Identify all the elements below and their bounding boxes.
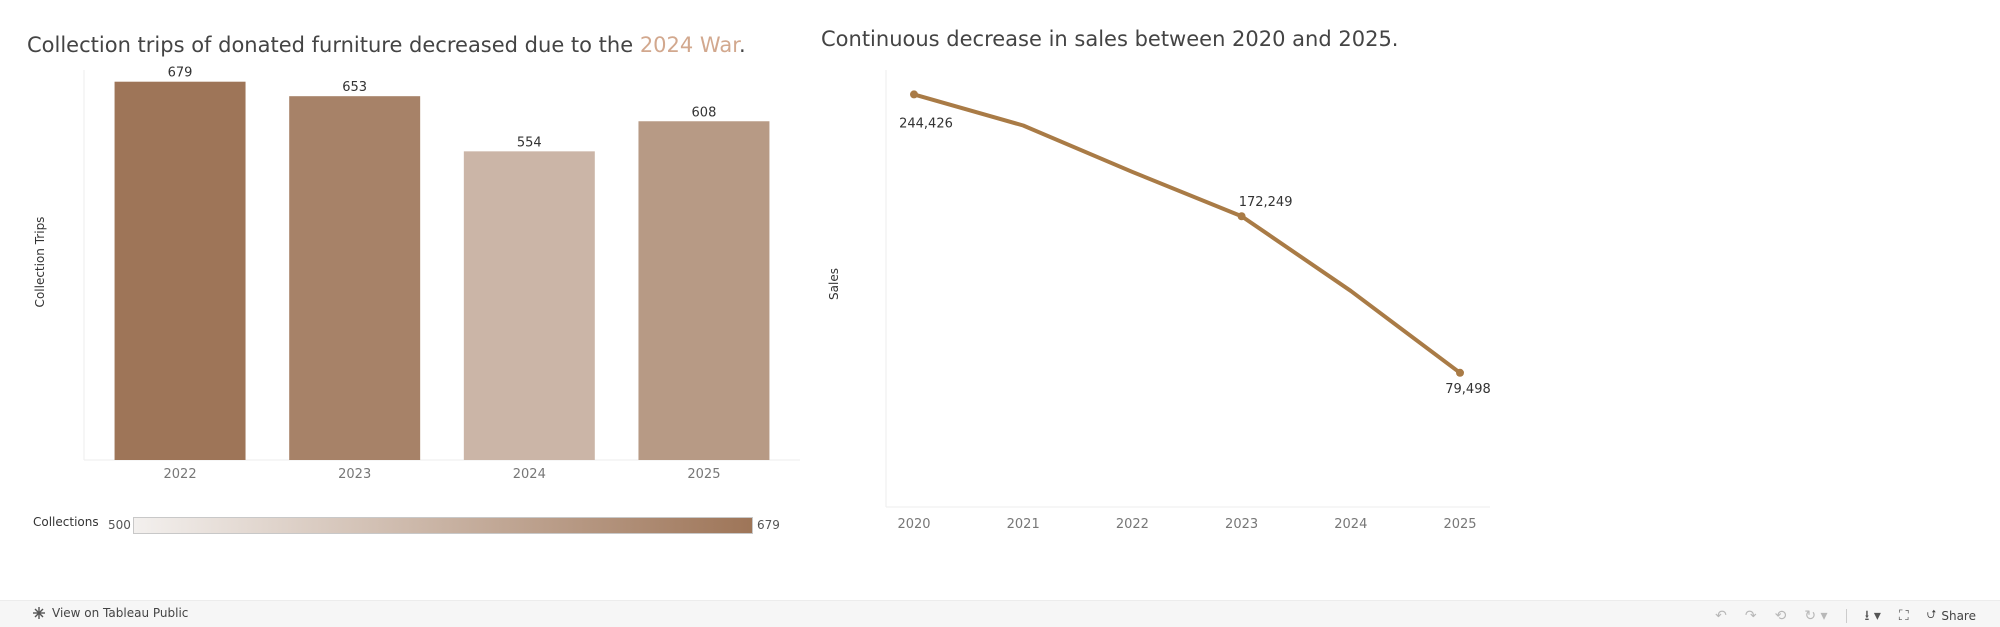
sales-point-2023[interactable] <box>1237 212 1246 221</box>
bar-2022[interactable] <box>114 81 246 460</box>
sales-series: 2020 2021 2022 2023 2024 2025 244,426 172,249 79… <box>897 90 1491 532</box>
revert-icon[interactable]: ⟲ <box>1774 607 1787 624</box>
sales-point-2025[interactable] <box>1456 368 1464 377</box>
refresh-icon[interactable]: ↻ ▾ <box>1804 607 1828 624</box>
line-chart-title: Continuous decrease in sales between 202… <box>821 27 1399 51</box>
bar-2023[interactable] <box>289 96 421 460</box>
line-x-tick-2020: 2020 <box>897 517 930 532</box>
collections-legend-max: 679 <box>757 518 780 532</box>
tableau-toolbar: View on Tableau Public ↶ ↷ ⟲ ↻ ▾ ⭳ ▾ ⛶ ⮍… <box>0 600 2000 627</box>
collections-legend-gradient <box>133 517 753 534</box>
bar-value-label-2023: 653 <box>342 80 367 95</box>
line-chart: Sales 2020 2021 2022 2023 2024 2025 244,426 172… <box>827 70 1491 532</box>
line-chart-y-axis-title: Sales <box>827 268 841 300</box>
sales-point-label-2020: 244,426 <box>899 116 953 131</box>
line-x-tick-2025: 2025 <box>1443 517 1476 532</box>
share-icon: ⮍ <box>1926 607 1937 621</box>
fullscreen-icon[interactable]: ⛶ <box>1898 607 1909 624</box>
bar-x-tick-2022: 2022 <box>164 467 197 482</box>
tableau-logo-icon <box>33 607 45 619</box>
bar-value-label-2022: 679 <box>168 66 193 81</box>
bar-x-tick-2024: 2024 <box>513 467 546 482</box>
line-x-tick-2022: 2022 <box>1116 517 1149 532</box>
bar-x-tick-2025: 2025 <box>687 467 720 482</box>
view-on-tableau-link[interactable]: View on Tableau Public <box>32 606 188 620</box>
bar-2025[interactable] <box>638 121 770 460</box>
bar-series: 679 2022 653 2023 554 2024 608 2025 <box>114 66 770 482</box>
sales-point-label-2025: 79,498 <box>1445 382 1491 397</box>
bar-chart: Collection Trips 679 2022 653 2023 554 2024 60… <box>33 66 800 482</box>
bar-x-tick-2023: 2023 <box>338 467 371 482</box>
collections-legend-min: 500 <box>108 518 131 532</box>
toolbar-divider <box>1845 608 1847 623</box>
bar-2024[interactable] <box>463 151 595 461</box>
bar-chart-title-highlight: 2024 War <box>639 33 739 57</box>
bar-value-label-2025: 608 <box>692 105 717 120</box>
bar-chart-title-end: . <box>738 33 746 57</box>
line-x-tick-2023: 2023 <box>1225 517 1258 532</box>
view-on-tableau-label: View on Tableau Public <box>52 606 189 620</box>
download-icon[interactable]: ⭳ ▾ <box>1864 607 1881 624</box>
bar-chart-title-text: Collection trips of donated furniture de… <box>27 33 640 57</box>
bar-chart-y-axis-title: Collection Trips <box>33 217 47 308</box>
collections-legend-title: Collections <box>33 515 99 529</box>
bar-value-label-2024: 554 <box>517 135 542 150</box>
toolbar-actions: ↶ ↷ ⟲ ↻ ▾ ⭳ ▾ ⛶ ⮍ Share <box>1715 605 1976 626</box>
sales-point-2020[interactable] <box>910 90 918 99</box>
sales-point-label-2023: 172,249 <box>1239 195 1293 210</box>
sales-line[interactable] <box>912 92 1462 375</box>
redo-icon[interactable]: ↷ <box>1744 607 1757 624</box>
bar-chart-title: Collection trips of donated furniture de… <box>27 33 746 57</box>
share-button[interactable]: ⮍ Share <box>1927 605 1976 626</box>
undo-icon[interactable]: ↶ <box>1715 607 1727 624</box>
line-x-tick-2024: 2024 <box>1334 517 1367 532</box>
share-label: Share <box>1941 608 1976 623</box>
line-x-tick-2021: 2021 <box>1007 517 1040 532</box>
